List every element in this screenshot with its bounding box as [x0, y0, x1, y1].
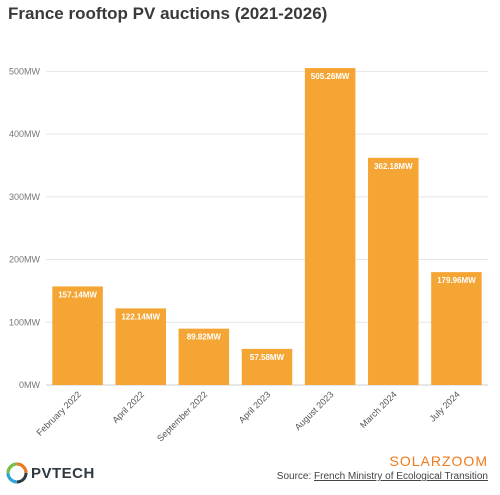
bar — [368, 157, 419, 385]
x-tick-label: March 2024 — [358, 389, 399, 430]
bars: 157.14MW 122.14MW 89.82MW 57.58MW 505.26MW 36… — [52, 68, 482, 385]
bar — [178, 328, 230, 385]
x-tick-label: September 2022 — [155, 389, 209, 443]
bar-value-label: 57.58MW — [250, 353, 285, 362]
solarzoom-logo: SOLARZOOM — [389, 453, 488, 469]
bar — [52, 286, 103, 385]
chart-title: France rooftop PV auctions (2021-2026) — [8, 4, 328, 23]
x-tick-label: July 2024 — [428, 389, 462, 423]
x-tick-label: February 2022 — [35, 389, 83, 437]
bar-value-label: 89.82MW — [187, 333, 222, 342]
pvtech-icon — [6, 462, 28, 484]
source-link[interactable]: French Ministry of Ecological Transition — [314, 471, 488, 482]
x-axis-ticks: February 2022 April 2022 September 2022 Apr… — [35, 389, 462, 443]
x-tick-label: April 2022 — [110, 389, 146, 425]
pvtech-wordmark: PVTECH — [31, 464, 95, 482]
bar-value-label: 505.26MW — [311, 72, 350, 81]
x-tick-label: August 2023 — [293, 389, 336, 432]
pvtech-logo: PVTECH — [6, 462, 95, 484]
bar-value-label: 179.96MW — [437, 276, 476, 285]
bar — [241, 348, 293, 385]
x-tick-label: April 2023 — [237, 389, 273, 425]
y-tick-label: 300MW — [9, 192, 41, 202]
bar — [304, 68, 356, 385]
source-note: Source: French Ministry of Ecological Tr… — [277, 471, 488, 482]
bar — [115, 308, 166, 385]
bar-value-label: 362.18MW — [374, 162, 413, 171]
y-tick-label: 500MW — [9, 66, 41, 76]
bar-value-label: 122.14MW — [121, 312, 160, 321]
y-tick-label: 200MW — [9, 255, 41, 265]
y-axis-ticks: 0MW 100MW 200MW 300MW 400MW 500MW — [9, 66, 41, 390]
bar — [431, 272, 482, 385]
bar-value-label: 157.14MW — [58, 290, 97, 299]
y-tick-label: 0MW — [19, 380, 41, 390]
grid-lines — [46, 70, 488, 386]
source-prefix: Source: — [276, 471, 315, 482]
y-tick-label: 100MW — [9, 317, 41, 327]
y-tick-label: 400MW — [9, 129, 41, 139]
